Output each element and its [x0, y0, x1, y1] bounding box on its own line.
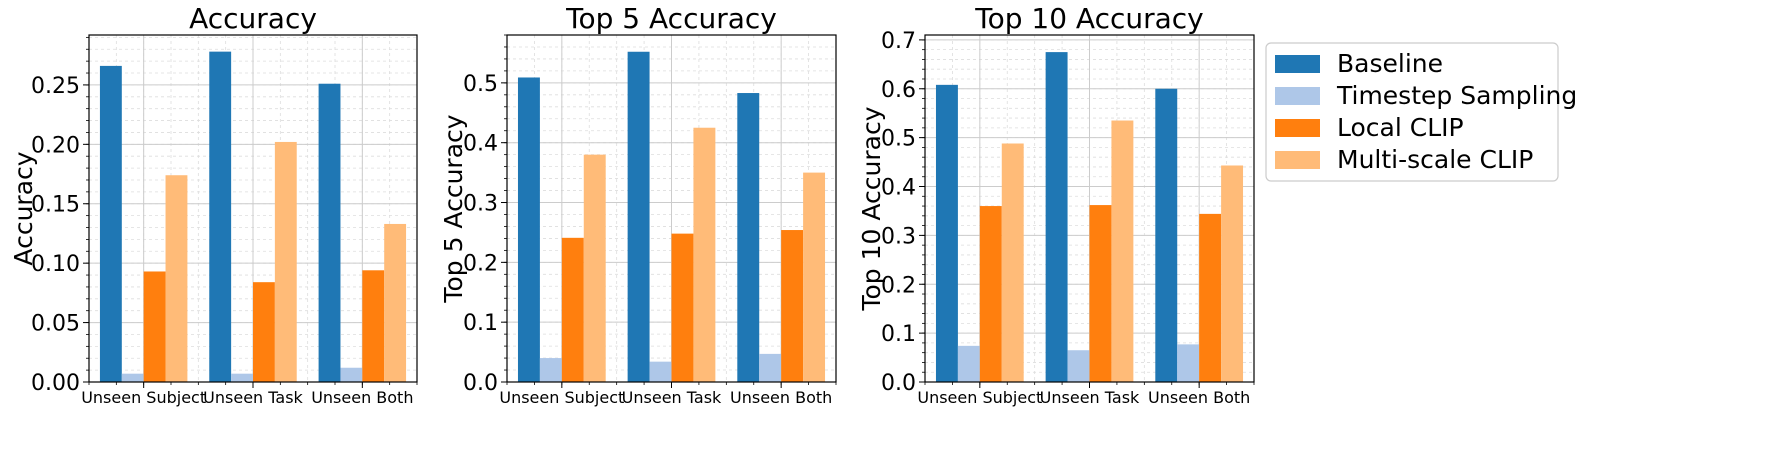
- bar: [737, 93, 760, 382]
- legend-swatch: [1275, 87, 1320, 105]
- bar: [1177, 344, 1200, 382]
- bar: [1067, 350, 1090, 382]
- bar: [957, 345, 980, 382]
- bar: [231, 373, 253, 382]
- y-tick-label: 0.4: [881, 176, 916, 201]
- bar: [935, 84, 958, 382]
- bar: [1111, 120, 1134, 382]
- bar: [539, 358, 562, 382]
- legend-swatch: [1275, 119, 1320, 137]
- bar: [121, 373, 144, 382]
- bar: [649, 361, 672, 382]
- y-tick-label: 0.25: [31, 74, 80, 99]
- x-tick-label: Unseen Both: [311, 388, 413, 407]
- bar: [318, 83, 341, 383]
- legend-swatch: [1275, 55, 1320, 73]
- bar: [627, 51, 650, 383]
- chart-title: Top 5 Accuracy: [565, 2, 777, 35]
- y-axis-label: Top 10 Accuracy: [857, 106, 886, 311]
- x-tick-label: Unseen Task: [622, 388, 722, 407]
- y-axis-label: Accuracy: [9, 151, 38, 265]
- y-tick-label: 0.20: [31, 133, 80, 158]
- bar: [209, 51, 232, 382]
- y-tick-label: 0.5: [463, 72, 498, 97]
- chart-title: Top 10 Accuracy: [974, 2, 1204, 35]
- bar: [693, 127, 716, 382]
- x-tick-label: Unseen Task: [1040, 388, 1140, 407]
- legend-label: Baseline: [1337, 49, 1443, 78]
- bar: [143, 271, 166, 382]
- bar: [583, 154, 606, 382]
- bar: [803, 172, 826, 382]
- bar: [671, 233, 694, 382]
- y-tick-label: 0.4: [463, 132, 498, 157]
- legend-frame: [1265, 42, 1559, 182]
- legend-label: Timestep Sampling: [1336, 81, 1577, 110]
- y-tick-label: 0.3: [463, 192, 498, 217]
- x-tick-label: Unseen Task: [203, 388, 303, 407]
- legend: Baseline Timestep Sampling Local CLIP Multi…: [1265, 42, 1577, 182]
- x-tick-label: Unseen Subject: [917, 388, 1042, 407]
- x-tick-label: Unseen Both: [1148, 388, 1250, 407]
- bar: [253, 282, 275, 382]
- bar: [1221, 165, 1244, 382]
- legend-label: Local CLIP: [1337, 113, 1464, 142]
- bar: [1155, 88, 1178, 383]
- x-tick-label: Unseen Both: [730, 388, 832, 407]
- bar: [1199, 213, 1222, 382]
- bar: [1001, 143, 1024, 382]
- y-tick-label: 0.00: [31, 371, 80, 396]
- x-tick-label: Unseen Subject: [499, 388, 624, 407]
- y-tick-label: 0.1: [463, 311, 498, 336]
- y-tick-label: 0.6: [881, 78, 916, 103]
- y-tick-label: 0.05: [31, 312, 80, 337]
- bar: [1089, 205, 1112, 382]
- bar: [362, 270, 385, 382]
- bar: [979, 206, 1002, 382]
- bar: [165, 175, 188, 382]
- x-tick-label: Unseen Subject: [81, 388, 206, 407]
- y-tick-label: 0.2: [463, 251, 498, 276]
- legend-label: Multi-scale CLIP: [1337, 145, 1533, 174]
- y-axis-label: Top 5 Accuracy: [439, 114, 468, 303]
- legend-swatch: [1275, 151, 1320, 169]
- bar: [781, 230, 804, 382]
- chart-title: Accuracy: [189, 2, 317, 35]
- bar: [99, 65, 122, 382]
- bar: [759, 353, 782, 382]
- y-tick-label: 0.2: [881, 273, 916, 298]
- bar: [274, 141, 297, 382]
- bar: [384, 223, 407, 382]
- bar: [561, 237, 584, 382]
- bar: [1045, 52, 1068, 383]
- y-tick-label: 0.10: [31, 252, 80, 277]
- y-tick-label: 0.7: [881, 29, 916, 54]
- y-tick-label: 0.0: [881, 371, 916, 396]
- y-tick-label: 0.0: [463, 371, 498, 396]
- y-tick-label: 0.15: [31, 193, 80, 218]
- y-tick-label: 0.5: [881, 127, 916, 152]
- bar: [340, 367, 363, 382]
- y-tick-label: 0.1: [881, 322, 916, 347]
- bar: [517, 77, 540, 382]
- y-tick-label: 0.3: [881, 224, 916, 249]
